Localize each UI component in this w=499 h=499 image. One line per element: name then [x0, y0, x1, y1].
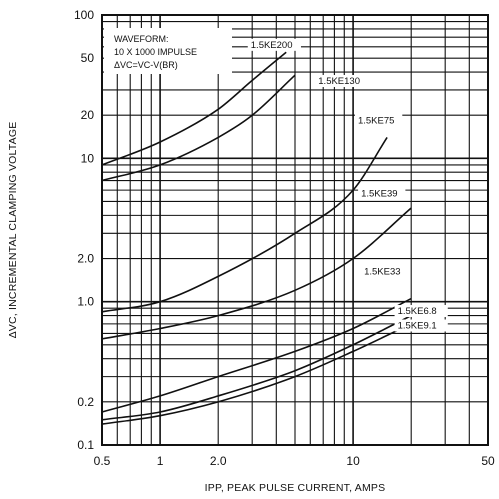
series-line-1-5ke9-1: [101, 323, 412, 425]
waveform-note-line-1: WAVEFORM:: [114, 34, 169, 44]
series-label-bg-1-5ke130: [315, 75, 369, 88]
series-label-1-5ke9-1: 1.5KE9.1: [398, 320, 437, 331]
series-label-bg-1-5ke200: [247, 38, 301, 51]
x-tick-label: 50: [481, 454, 495, 468]
y-tick-label: 1.0: [77, 295, 94, 309]
y-axis-title: ΔVC, INCREMENTAL CLAMPING VOLTAGE: [7, 122, 19, 339]
y-tick-label: 2.0: [77, 252, 94, 266]
series-label-bg-1-5ke6-8: [394, 305, 448, 318]
y-tick-labels: 100 50 20 10 2.0 1.0 0.2 0.1: [74, 8, 94, 452]
series-label-1-5ke33: 1.5KE33: [364, 266, 400, 277]
x-axis-title: IPP, PEAK PULSE CURRENT, AMPS: [205, 482, 386, 494]
waveform-note-line-2: 10 X 1000 IMPULSE: [114, 47, 197, 57]
x-tick-label: 10: [346, 454, 360, 468]
series-label-bg-1-5ke39: [358, 187, 406, 200]
series-label-bg-1-5ke75: [354, 114, 403, 127]
y-tick-label: 10: [81, 151, 95, 165]
series-label-bg-1-5ke33: [361, 265, 409, 278]
plot-frame: [101, 14, 489, 446]
x-tick-label: 2.0: [210, 454, 227, 468]
series-label-1-5ke200: 1.5KE200: [251, 40, 293, 51]
series-line-1-5ke130: [101, 74, 296, 182]
series-line-1-5ke33: [101, 297, 412, 413]
series-label-1-5ke130: 1.5KE130: [318, 76, 360, 87]
waveform-note: WAVEFORM: 10 X 1000 IMPULSE ΔVC=VC-V(BR): [104, 28, 232, 74]
y-tick-label: 0.2: [77, 395, 94, 409]
x-tick-label: 0.5: [94, 454, 111, 468]
waveform-note-box: [104, 28, 232, 74]
series-labels: 1.5KE200 1.5KE130 1.5KE75 1.5KE39 1.5KE33 1.5…: [247, 38, 448, 332]
waveform-note-line-3: ΔVC=VC-V(BR): [114, 60, 178, 70]
series-line-1-5ke75: [101, 136, 388, 313]
series-line-1-5ke6-8: [101, 314, 412, 421]
y-tick-label: 50: [81, 51, 95, 65]
series-label-1-5ke6-8: 1.5KE6.8: [398, 306, 437, 317]
series-label-bg-1-5ke9-1: [394, 319, 448, 332]
y-tick-label: 100: [74, 8, 94, 22]
series-lines: [101, 51, 412, 425]
series-label-1-5ke75: 1.5KE75: [358, 115, 394, 126]
y-tick-label: 20: [81, 108, 95, 122]
x-tick-labels: 0.5 1 2.0 10 50: [94, 454, 495, 468]
series-label-1-5ke39: 1.5KE39: [361, 189, 397, 200]
series-line-1-5ke200: [101, 51, 287, 166]
x-tick-label: 1: [157, 454, 164, 468]
y-tick-label: 0.1: [77, 438, 94, 452]
series-line-1-5ke39: [101, 207, 412, 340]
